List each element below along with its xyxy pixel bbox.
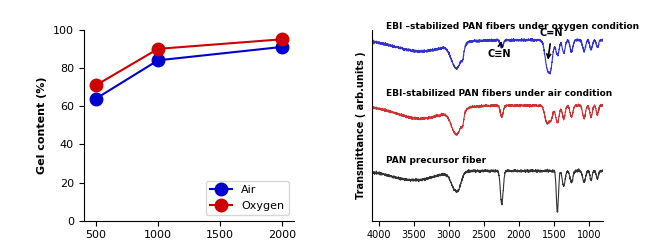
Oxygen	[154, 47, 162, 50]
Text: EBI-stabilized PAN fibers under air condition: EBI-stabilized PAN fibers under air cond…	[385, 89, 612, 98]
Y-axis label: Gel content (%): Gel content (%)	[38, 76, 48, 174]
Text: EBI –stabilized PAN fibers under oxygen condition: EBI –stabilized PAN fibers under oxygen …	[385, 22, 639, 31]
Air	[92, 97, 100, 100]
Text: C=N: C=N	[540, 28, 563, 58]
Legend: Air, Oxygen: Air, Oxygen	[206, 181, 289, 215]
Text: C≡N: C≡N	[487, 43, 511, 59]
Oxygen	[92, 84, 100, 87]
Line: Oxygen: Oxygen	[90, 33, 288, 92]
Line: Air: Air	[90, 41, 288, 105]
Text: PAN precursor fiber: PAN precursor fiber	[385, 156, 486, 165]
Oxygen	[278, 38, 286, 41]
Air	[154, 59, 162, 62]
Air	[278, 45, 286, 48]
Y-axis label: Transmittance ( arb.units ): Transmittance ( arb.units )	[356, 51, 366, 199]
